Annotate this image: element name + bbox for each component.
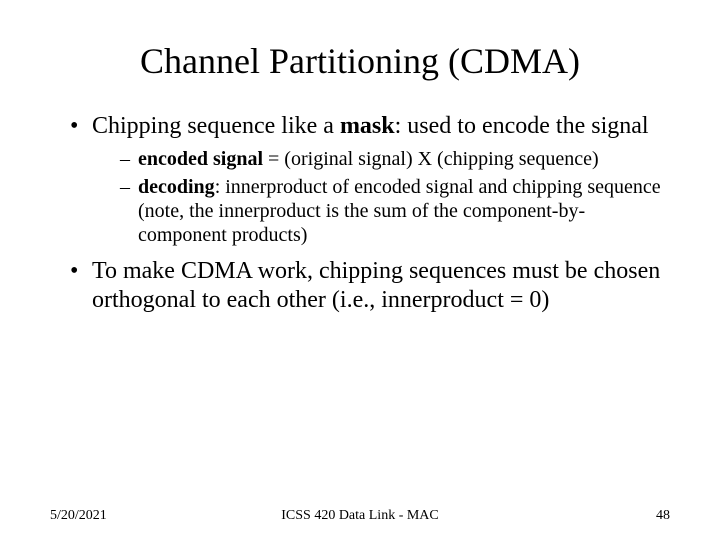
bullet-1-bold: mask (340, 113, 395, 139)
footer-date: 5/20/2021 (50, 508, 107, 524)
sub-list-1: encoded signal = (original signal) X (ch… (120, 147, 670, 247)
sub-1-post: = (original signal) X (chipping sequence… (263, 148, 599, 170)
footer: 5/20/2021 ICSS 420 Data Link - MAC 48 (50, 508, 670, 524)
bullet-1-pre: Chipping sequence like a (92, 113, 340, 139)
slide-title: Channel Partitioning (CDMA) (50, 40, 670, 82)
sub-2-post: : innerproduct of encoded signal and chi… (138, 176, 661, 246)
bullet-1: Chipping sequence like a mask: used to e… (70, 112, 670, 247)
sub-2: decoding: innerproduct of encoded signal… (120, 175, 670, 247)
bullet-1-post: : used to encode the signal (395, 113, 649, 139)
slide: Channel Partitioning (CDMA) Chipping seq… (0, 0, 720, 540)
bullet-2: To make CDMA work, chipping sequences mu… (70, 257, 670, 315)
footer-center: ICSS 420 Data Link - MAC (50, 508, 670, 524)
sub-2-bold: decoding (138, 176, 215, 198)
bullet-list: Chipping sequence like a mask: used to e… (70, 112, 670, 314)
sub-1: encoded signal = (original signal) X (ch… (120, 147, 670, 171)
footer-page: 48 (656, 508, 670, 524)
sub-1-bold: encoded signal (138, 148, 263, 170)
